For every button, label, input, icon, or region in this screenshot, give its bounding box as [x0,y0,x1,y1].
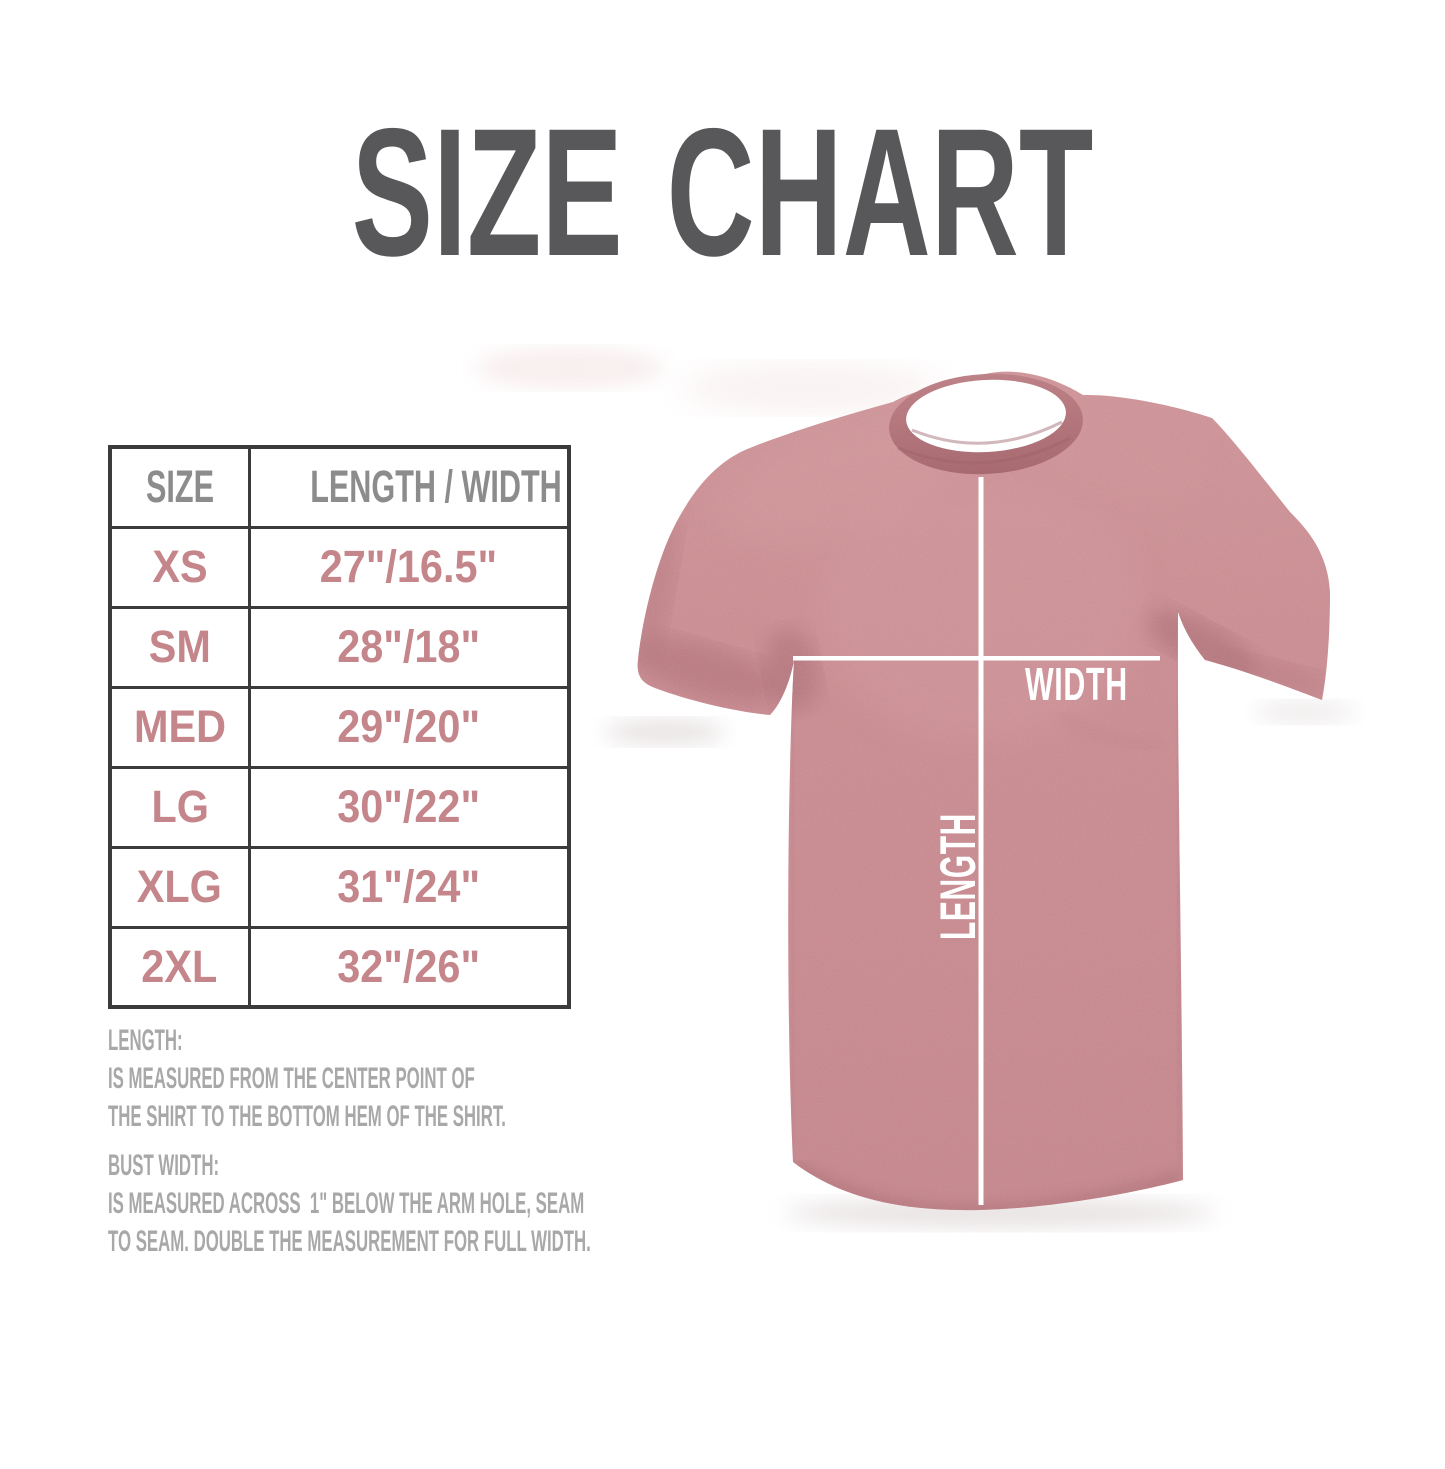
bust-note-line: TO SEAM. DOUBLE THE MEASUREMENT FOR FULL… [108,1223,668,1261]
size-cell: LG [108,765,251,849]
length-note-heading: LENGTH: [108,1022,668,1060]
size-value: SM [148,621,211,672]
size-cell: XLG [108,845,251,929]
bust-note-line1-text: IS MEASURED ACROSS 1" BELOW THE ARM HOLE… [108,1187,585,1220]
size-table: SIZE LENGTH / WIDTH XS 27"/16.5" SM 28"/… [108,445,571,1009]
page-title-text: SIZE CHART [351,90,1094,294]
table-row: LG 30"/22" [108,765,571,849]
length-note-line1-text: IS MEASURED FROM THE CENTER POINT OF [108,1062,475,1095]
bust-note-line: IS MEASURED ACROSS 1" BELOW THE ARM HOLE… [108,1185,668,1223]
size-cell: SM [108,605,251,689]
column-header-length-width: LENGTH / WIDTH [247,445,571,529]
page-title: SIZE CHART [0,100,1445,285]
bust-width-note: BUST WIDTH: IS MEASURED ACROSS 1" BELOW … [108,1147,668,1261]
bust-note-line2-text: TO SEAM. DOUBLE THE MEASUREMENT FOR FULL… [108,1225,591,1258]
size-value: MED [133,701,226,752]
shirt-shadow [605,701,1355,1229]
length-measure-line [978,477,984,1205]
table-row: XLG 31"/24" [108,845,571,929]
measurement-value: 30"/22" [337,781,481,832]
length-note-heading-text: LENGTH: [108,1024,183,1057]
size-value: XS [152,541,208,592]
tshirt-diagram: WIDTH LENGTH [420,320,1445,1260]
column-header-size: SIZE [108,445,251,529]
size-value: LG [151,781,209,832]
measurement-cell: 30"/22" [247,765,571,849]
length-label: LENGTH [930,813,986,940]
table-row: SM 28"/18" [108,605,571,689]
fabric-shading [637,371,1330,1211]
bust-note-heading: BUST WIDTH: [108,1147,668,1185]
measurement-value: 32"/26" [337,940,481,992]
size-cell: 2XL [108,925,251,1009]
length-note-line: THE SHIRT TO THE BOTTOM HEM OF THE SHIRT… [108,1098,668,1136]
table-row: 2XL 32"/26" [108,925,571,1009]
measurement-value: 31"/24" [337,861,481,912]
table-header-row: SIZE LENGTH / WIDTH [108,445,571,529]
table-row: XS 27"/16.5" [108,525,571,609]
bust-note-heading-text: BUST WIDTH: [108,1149,220,1182]
size-cell: MED [108,685,251,769]
measurement-value: 28"/18" [337,621,481,672]
measurement-cell: 29"/20" [247,685,571,769]
collar [889,373,1083,475]
measurement-cell: 27"/16.5" [247,525,571,609]
measurement-value: 29"/20" [337,701,481,752]
width-measure-line [793,656,1160,661]
size-value: 2XL [141,940,218,992]
length-note-line2-text: THE SHIRT TO THE BOTTOM HEM OF THE SHIRT… [108,1100,506,1133]
table-row: MED 29"/20" [108,685,571,769]
background-smudges [475,348,940,412]
measurement-cell: 31"/24" [247,845,571,929]
length-note-line: IS MEASURED FROM THE CENTER POINT OF [108,1060,668,1098]
measurement-cell: 32"/26" [247,925,571,1009]
measurement-value: 27"/16.5" [320,541,498,592]
column-header-size-text: SIZE [145,461,214,513]
size-value: XLG [137,861,223,912]
size-cell: XS [108,525,251,609]
width-label: WIDTH [1025,660,1128,711]
measurement-notes: LENGTH: IS MEASURED FROM THE CENTER POIN… [108,1022,668,1261]
measurement-cell: 28"/18" [247,605,571,689]
length-note: LENGTH: IS MEASURED FROM THE CENTER POIN… [108,1022,668,1136]
column-header-length-width-text: LENGTH / WIDTH [309,461,562,513]
tshirt-photo: WIDTH LENGTH [475,348,1355,1229]
